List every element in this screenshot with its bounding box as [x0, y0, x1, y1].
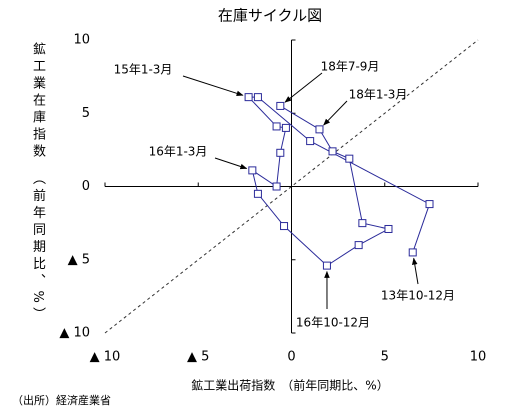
y-tick-label: 5 [82, 106, 90, 121]
annotation: 18年7-9月 [321, 60, 380, 74]
point [354, 241, 363, 250]
annotation: 15年1-3月 [114, 63, 173, 77]
y-tick-label: ▲ 10 [59, 326, 90, 341]
x-axis-label: 鉱工業出荷指数 （前年同期比、%） [191, 378, 388, 393]
x-tick-label: ▲ 10 [90, 350, 121, 365]
annotation-arrow [214, 157, 248, 170]
point [276, 101, 285, 110]
diagonal-line [104, 39, 479, 334]
annotation: 16年10-12月 [296, 316, 370, 330]
series-line [247, 96, 431, 267]
point [425, 200, 434, 209]
point [384, 224, 393, 233]
annotation-arrow [411, 257, 419, 285]
x-tick-label: 5 [381, 350, 389, 365]
annotation: 13年10-12月 [381, 289, 455, 303]
point [276, 148, 285, 157]
point [244, 93, 253, 102]
y-axis-label: 鉱工業在庫指数 （前年同期比、%） [30, 42, 45, 324]
x-tick-label: 0 [287, 350, 295, 365]
annotation: 18年1-3月 [349, 88, 408, 102]
chart-title: 在庫サイクル図 [218, 7, 322, 25]
point [358, 219, 367, 228]
annotation-arrow [284, 72, 323, 103]
point [248, 166, 257, 175]
source: （出所）経済産業省 [12, 393, 111, 407]
point [253, 189, 262, 198]
point [345, 154, 354, 163]
point [281, 123, 290, 132]
y-tick-label: 10 [73, 33, 90, 48]
annotation-arrow [182, 75, 244, 97]
point [272, 122, 281, 131]
point [280, 222, 289, 231]
point [408, 248, 417, 257]
x-tick-label: ▲ 5 [187, 350, 209, 365]
point [272, 182, 281, 191]
y-tick-label: ▲ 5 [68, 252, 90, 267]
y-tick-label: 0 [82, 179, 90, 194]
point [253, 93, 262, 102]
x-tick-label: 10 [470, 350, 487, 365]
annotation-arrow [323, 100, 348, 126]
point [322, 261, 331, 270]
point [315, 125, 324, 134]
annotation: 16年1-3月 [149, 145, 208, 159]
point [306, 137, 315, 146]
point [328, 147, 337, 156]
